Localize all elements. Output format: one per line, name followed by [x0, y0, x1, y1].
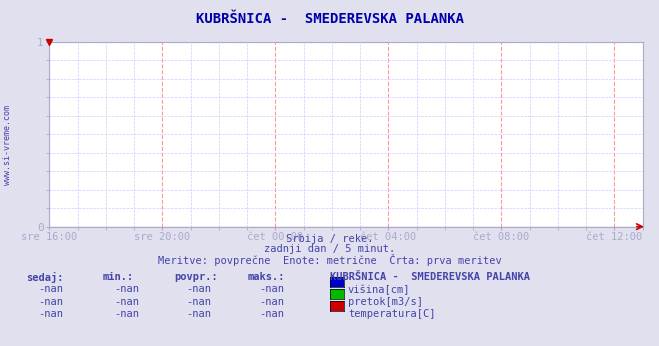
Text: -nan: -nan — [186, 309, 212, 319]
Text: -nan: -nan — [38, 297, 63, 307]
Text: -nan: -nan — [186, 297, 212, 307]
Text: -nan: -nan — [114, 309, 139, 319]
Text: zadnji dan / 5 minut.: zadnji dan / 5 minut. — [264, 244, 395, 254]
Text: KUBRŠNICA -  SMEDEREVSKA PALANKA: KUBRŠNICA - SMEDEREVSKA PALANKA — [196, 12, 463, 26]
Text: -nan: -nan — [114, 284, 139, 294]
Text: -nan: -nan — [114, 297, 139, 307]
Text: temperatura[C]: temperatura[C] — [348, 309, 436, 319]
Text: -nan: -nan — [259, 284, 284, 294]
Text: višina[cm]: višina[cm] — [348, 284, 411, 295]
Text: Meritve: povprečne  Enote: metrične  Črta: prva meritev: Meritve: povprečne Enote: metrične Črta:… — [158, 254, 501, 266]
Text: povpr.:: povpr.: — [175, 272, 218, 282]
Text: -nan: -nan — [38, 309, 63, 319]
Text: KUBRŠNICA -  SMEDEREVSKA PALANKA: KUBRŠNICA - SMEDEREVSKA PALANKA — [330, 272, 529, 282]
Text: -nan: -nan — [259, 309, 284, 319]
Text: maks.:: maks.: — [247, 272, 285, 282]
Text: sedaj:: sedaj: — [26, 272, 64, 283]
Text: Srbija / reke.: Srbija / reke. — [286, 234, 373, 244]
Text: min.:: min.: — [102, 272, 133, 282]
Text: www.si-vreme.com: www.si-vreme.com — [3, 105, 13, 185]
Text: -nan: -nan — [259, 297, 284, 307]
Text: -nan: -nan — [38, 284, 63, 294]
Text: -nan: -nan — [186, 284, 212, 294]
Text: pretok[m3/s]: pretok[m3/s] — [348, 297, 423, 307]
